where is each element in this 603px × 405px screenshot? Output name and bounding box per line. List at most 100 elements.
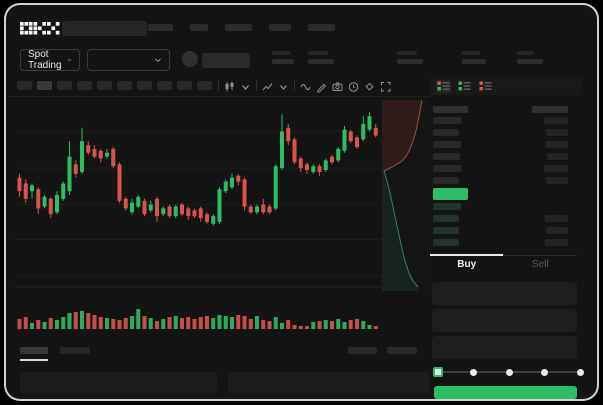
- price-placeholder: [433, 177, 459, 184]
- timeframe-button[interactable]: [37, 81, 52, 90]
- orderbook-column-headers: [430, 106, 583, 113]
- amount-placeholder: [545, 215, 568, 222]
- wave-icon[interactable]: [300, 80, 311, 92]
- timeframe-button[interactable]: [57, 81, 72, 90]
- tabs-divider: [430, 254, 577, 256]
- clock-icon[interactable]: [348, 80, 359, 92]
- bottom-tab-active[interactable]: [20, 347, 48, 354]
- account-avatar[interactable]: [182, 51, 198, 67]
- stat-label-placeholder: [462, 51, 480, 55]
- bids-only-book-icon[interactable]: [457, 80, 472, 93]
- price-placeholder: [433, 203, 461, 210]
- trade-panel: Buy Sell: [430, 77, 584, 399]
- pair-dropdown[interactable]: [87, 49, 170, 71]
- chevron-down-icon[interactable]: [278, 80, 289, 92]
- timeframe-button[interactable]: [157, 81, 172, 90]
- ticker-stat: [308, 51, 334, 64]
- chevron-down-icon[interactable]: [240, 80, 251, 92]
- stat-value-placeholder: [517, 59, 543, 64]
- stat-label-placeholder: [272, 51, 290, 55]
- amount-placeholder: [532, 106, 568, 113]
- ask-row[interactable]: [430, 165, 583, 172]
- stat-label-placeholder: [308, 51, 328, 55]
- combined-book-icon[interactable]: [436, 79, 451, 93]
- amount-placeholder: [545, 239, 568, 246]
- bid-row[interactable]: [430, 215, 583, 222]
- amount-field[interactable]: [432, 309, 577, 332]
- header-action-button[interactable]: [202, 53, 250, 68]
- price-placeholder: [433, 239, 459, 246]
- price-placeholder: [433, 141, 461, 148]
- expand-icon[interactable]: [380, 80, 391, 92]
- search-input[interactable]: [62, 21, 147, 36]
- bottom-panel: [228, 372, 430, 393]
- nav-item[interactable]: [190, 24, 208, 31]
- indicators-icon[interactable]: [262, 80, 273, 92]
- amount-slider[interactable]: [430, 365, 584, 379]
- diamond-icon[interactable]: [364, 80, 375, 92]
- timeframe-button[interactable]: [137, 81, 152, 90]
- ticker-stat: [272, 51, 294, 64]
- slider-stop[interactable]: [576, 368, 584, 376]
- tab-sell[interactable]: Sell: [531, 259, 549, 270]
- amount-placeholder: [545, 141, 568, 148]
- ask-row[interactable]: [430, 141, 583, 148]
- tab-buy[interactable]: Buy: [457, 259, 477, 270]
- nav-item[interactable]: [269, 24, 291, 31]
- market-type-label: Spot Trading: [28, 49, 62, 71]
- nav-item[interactable]: [308, 24, 335, 31]
- ask-row[interactable]: [430, 177, 583, 184]
- amount-placeholder: [544, 117, 568, 124]
- candle-interval-icon[interactable]: [224, 80, 235, 92]
- bid-row[interactable]: [430, 239, 583, 246]
- toolbar-divider: [6, 96, 430, 97]
- stat-value-placeholder: [272, 59, 294, 64]
- toolbar-divider: [256, 80, 257, 91]
- active-tab-indicator: [430, 254, 503, 256]
- market-type-dropdown[interactable]: Spot Trading: [20, 49, 80, 71]
- bottom-action-placeholder[interactable]: [387, 347, 417, 354]
- price-placeholder: [433, 129, 459, 136]
- bottom-tab-underline: [20, 359, 48, 361]
- candlestick-chart[interactable]: [15, 97, 383, 331]
- stat-value-placeholder: [308, 59, 334, 64]
- asks-only-book-icon[interactable]: [478, 80, 493, 93]
- nav-item[interactable]: [225, 24, 252, 31]
- timeframe-button[interactable]: [17, 81, 32, 90]
- total-field[interactable]: [432, 336, 577, 359]
- camera-icon[interactable]: [332, 80, 343, 92]
- slider-stop[interactable]: [470, 368, 477, 376]
- timeframe-button[interactable]: [117, 81, 132, 90]
- stat-label-placeholder: [517, 51, 534, 55]
- ticker-stat: [517, 51, 543, 64]
- bottom-panel: [20, 372, 217, 393]
- bid-row[interactable]: [430, 227, 583, 234]
- timeframe-button[interactable]: [177, 81, 192, 90]
- slider-stop[interactable]: [541, 368, 548, 376]
- timeframe-button[interactable]: [97, 81, 112, 90]
- pencil-icon[interactable]: [316, 80, 327, 93]
- depth-chart: [382, 97, 428, 291]
- timeframe-button[interactable]: [197, 81, 212, 90]
- slider-stop[interactable]: [433, 367, 443, 377]
- timeframe-button[interactable]: [77, 81, 92, 90]
- price-placeholder: [433, 215, 459, 222]
- buy-submit-button[interactable]: [434, 386, 577, 399]
- price-placeholder: [433, 227, 459, 234]
- ask-row[interactable]: [430, 117, 583, 124]
- ask-row[interactable]: [430, 153, 583, 160]
- chevron-down-icon: [67, 59, 72, 62]
- bottom-tab[interactable]: [60, 347, 90, 354]
- bid-row[interactable]: [430, 203, 583, 210]
- last-price-badge[interactable]: [433, 188, 468, 200]
- slider-stop[interactable]: [505, 368, 513, 376]
- toolbar-divider: [218, 80, 219, 91]
- stat-value-placeholder: [462, 59, 486, 64]
- ask-row[interactable]: [430, 129, 583, 136]
- ticker-stat: [462, 51, 486, 64]
- okx-logo: [20, 22, 60, 35]
- price-field[interactable]: [432, 282, 577, 305]
- nav-item[interactable]: [148, 24, 173, 31]
- top-nav: [148, 24, 335, 31]
- bottom-action-placeholder[interactable]: [348, 347, 377, 354]
